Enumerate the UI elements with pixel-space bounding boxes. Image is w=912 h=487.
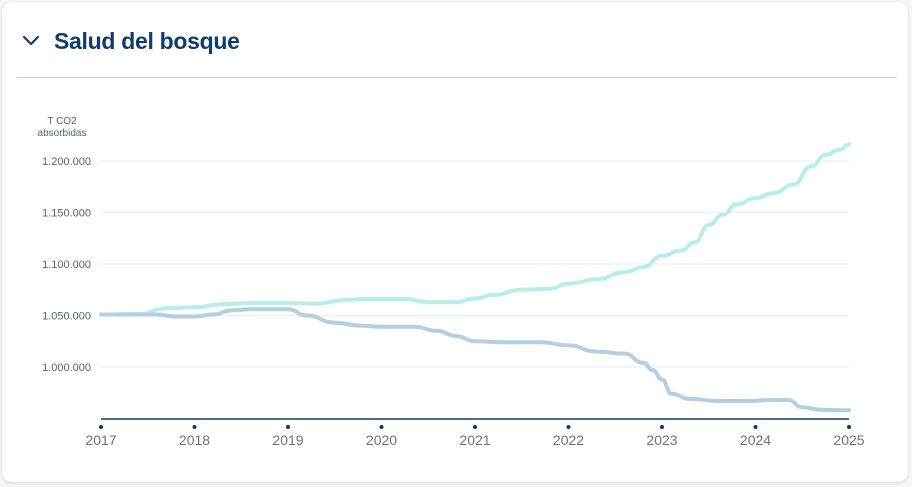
y-tick-label: 1.100.000 [42, 259, 91, 271]
x-tick-dot [286, 425, 290, 429]
x-tick-label: 2024 [740, 432, 771, 448]
x-tick-dot [847, 425, 851, 429]
section-title: Salud del bosque [54, 28, 240, 54]
series-line-falling [99, 307, 851, 413]
y-tick-label: 1.150.000 [42, 208, 91, 220]
y-tick-label: 1.200.000 [42, 156, 91, 168]
x-tick-dot [473, 425, 477, 429]
y-tick-label: 1.050.000 [42, 311, 91, 323]
x-tick-label: 2022 [553, 432, 584, 448]
x-tick-dot [566, 425, 571, 429]
x-tick-label: 2021 [459, 432, 490, 448]
grid-lines [101, 160, 849, 368]
series-line-rising [99, 142, 851, 317]
x-tick-label: 2020 [366, 432, 397, 448]
chevron-down-icon[interactable] [20, 30, 42, 52]
header-divider [17, 77, 897, 78]
y-axis-label-line-1: T CO2 [47, 116, 77, 127]
y-tick-label: 1.000.000 [42, 362, 91, 374]
forest-health-card: Salud del bosque [2, 2, 908, 482]
x-axis: 2017 2018 2019 2020 2021 2022 2023 2024 2025 [85, 418, 865, 448]
series-lines [99, 142, 851, 413]
x-tick-label: 2025 [833, 432, 864, 448]
x-tick-label: 2017 [85, 432, 116, 448]
x-tick-dot [660, 425, 664, 429]
x-tick-dot [99, 425, 103, 429]
x-tick-label: 2018 [179, 432, 210, 448]
x-tick-label: 2019 [272, 432, 303, 448]
y-tick-labels: 1.000.000 1.050.000 1.100.000 1.150.000 1.20… [42, 156, 91, 374]
card-header[interactable]: Salud del bosque [2, 2, 908, 76]
x-tick-label: 2023 [646, 432, 677, 448]
y-axis-label-line-2: absorbidas [38, 128, 87, 139]
x-tick-dot [379, 425, 384, 429]
x-tick-dot [192, 425, 197, 429]
x-tick-dot [753, 425, 758, 429]
